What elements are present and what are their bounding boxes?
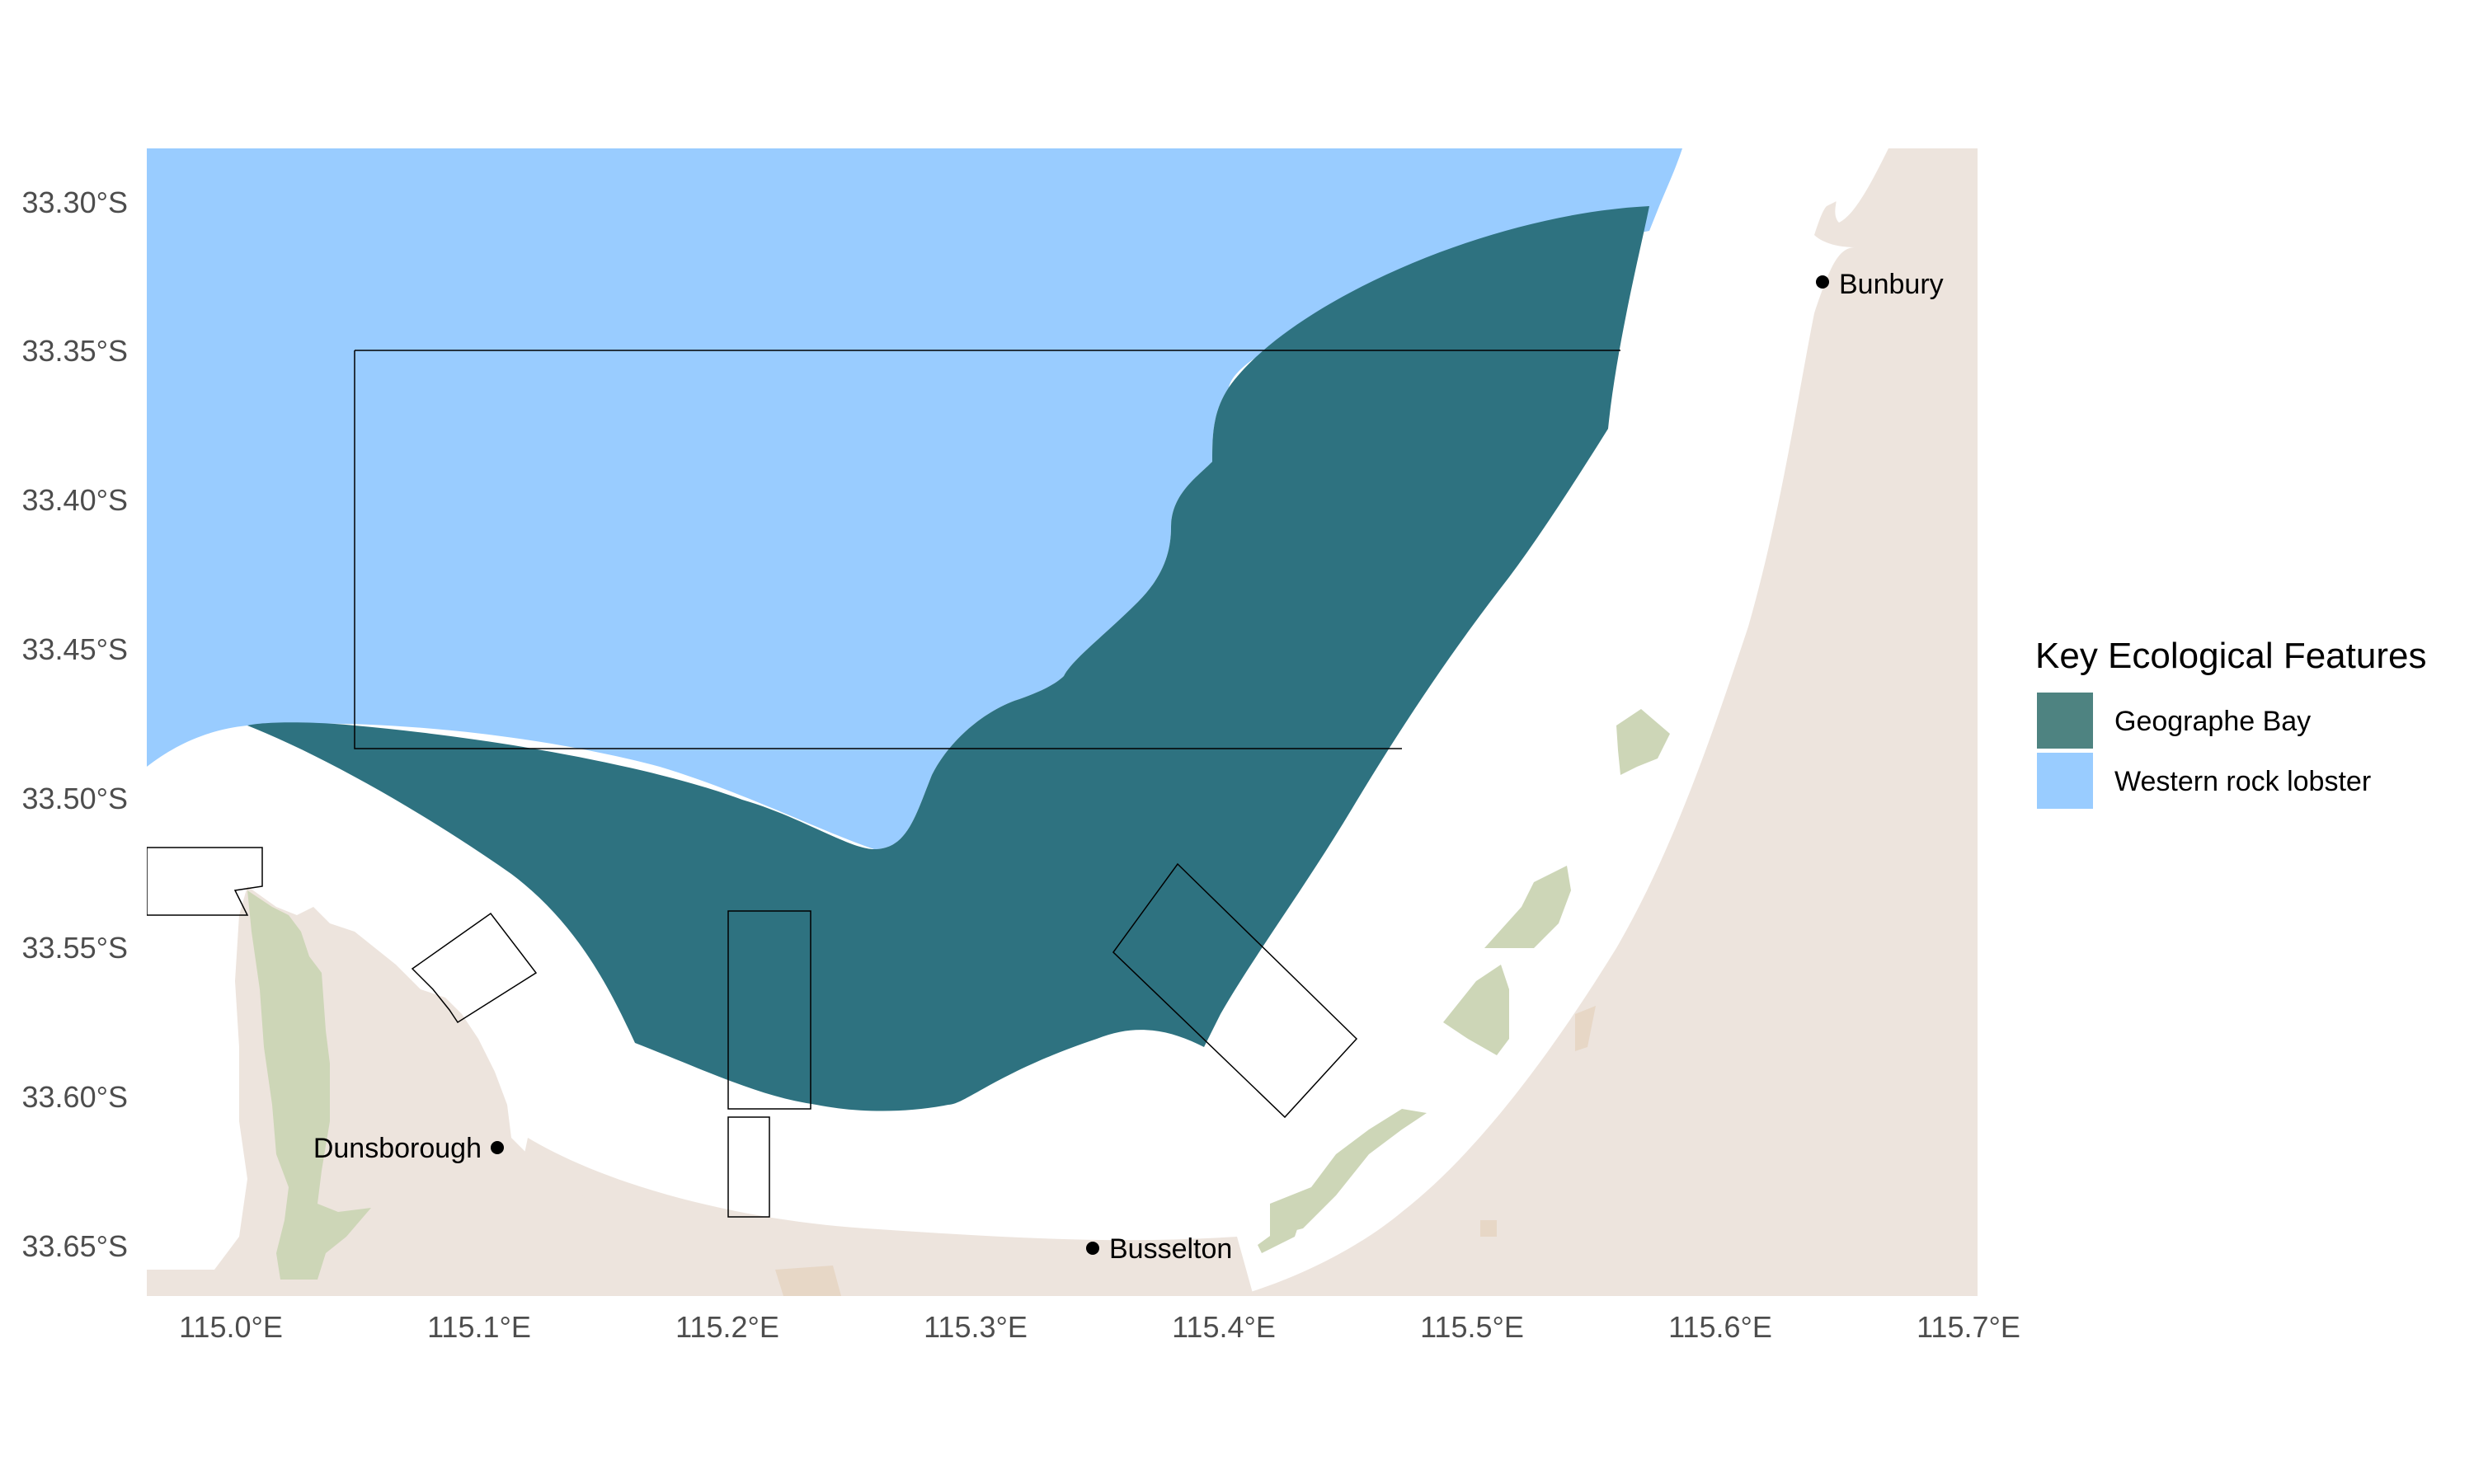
x-tick-label: 115.0°E bbox=[179, 1310, 283, 1344]
y-tick-label: 33.30°S bbox=[22, 186, 129, 219]
zone-outline-mid-rect bbox=[727, 910, 811, 1110]
legend-key-western-rock-lobster bbox=[2037, 753, 2093, 809]
y-tick-label: 33.65°S bbox=[22, 1229, 129, 1263]
legend: Key Ecological Features Geographe Bay We… bbox=[2035, 636, 2426, 809]
land-east bbox=[1237, 148, 1978, 1296]
bunbury-marker bbox=[1816, 275, 1829, 289]
busselton-marker bbox=[1086, 1242, 1099, 1255]
y-tick-label: 33.40°S bbox=[22, 483, 129, 517]
x-tick-label: 115.7°E bbox=[1917, 1310, 2020, 1344]
zone-outline-diamond-east bbox=[1112, 862, 1358, 1119]
land-south bbox=[495, 1138, 1253, 1296]
y-tick-label: 33.55°S bbox=[22, 931, 129, 965]
western-rock-lobster-area bbox=[147, 148, 1682, 849]
x-tick-label: 115.4°E bbox=[1172, 1310, 1276, 1344]
geographe-bay-area bbox=[247, 206, 1649, 1111]
reserve-east-3 bbox=[1443, 965, 1509, 1055]
urban-patch-1 bbox=[775, 1266, 841, 1296]
legend-key-geographe-bay bbox=[2037, 693, 2093, 749]
zone-outline-west-rect bbox=[147, 847, 263, 916]
place-label-bunbury: Bunbury bbox=[1839, 269, 1944, 300]
y-tick-label: 33.45°S bbox=[22, 632, 129, 666]
x-tick-label: 115.5°E bbox=[1420, 1310, 1524, 1344]
place-label-dunsborough: Dunsborough bbox=[313, 1133, 482, 1164]
y-tick-label: 33.50°S bbox=[22, 782, 129, 815]
place-label-busselton: Busselton bbox=[1109, 1233, 1232, 1265]
x-tick-label: 115.1°E bbox=[427, 1310, 531, 1344]
y-tick-label: 33.60°S bbox=[22, 1080, 129, 1114]
zone-outline-south-rect bbox=[727, 1116, 770, 1218]
dunsborough-marker bbox=[491, 1141, 504, 1154]
reserve-east-4 bbox=[1270, 1109, 1427, 1237]
legend-label-geographe-bay: Geographe Bay bbox=[2114, 706, 2311, 737]
legend-label-western-rock-lobster: Western rock lobster bbox=[2114, 766, 2371, 797]
reserve-east-2 bbox=[1484, 866, 1571, 948]
urban-patch-3 bbox=[1480, 1220, 1497, 1237]
legend-title: Key Ecological Features bbox=[2035, 636, 2426, 676]
reserve-east-5 bbox=[1258, 1212, 1303, 1253]
land-peninsula bbox=[147, 886, 594, 1296]
y-tick-label: 33.35°S bbox=[22, 334, 129, 368]
reserve-peninsula bbox=[247, 890, 371, 1280]
x-tick-label: 115.6°E bbox=[1668, 1310, 1772, 1344]
reserve-east-1 bbox=[1616, 709, 1670, 775]
zone-outline-diamond-west bbox=[411, 912, 538, 1024]
urban-patch-2 bbox=[1575, 1006, 1596, 1051]
zone-outline-large-rect bbox=[354, 350, 1620, 749]
x-tick-label: 115.3°E bbox=[924, 1310, 1028, 1344]
x-tick-label: 115.2°E bbox=[675, 1310, 779, 1344]
